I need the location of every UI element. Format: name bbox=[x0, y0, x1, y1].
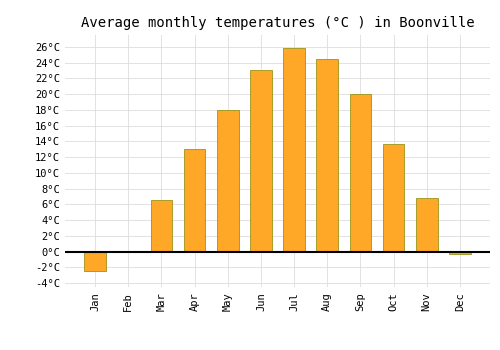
Bar bbox=[184, 149, 206, 252]
Bar bbox=[250, 70, 272, 252]
Bar bbox=[416, 198, 438, 252]
Bar bbox=[84, 252, 106, 271]
Bar bbox=[350, 94, 371, 252]
Bar bbox=[449, 252, 470, 254]
Bar bbox=[150, 200, 172, 252]
Bar bbox=[383, 144, 404, 252]
Bar bbox=[284, 48, 305, 252]
Bar bbox=[316, 58, 338, 252]
Bar bbox=[217, 110, 238, 252]
Title: Average monthly temperatures (°C ) in Boonville: Average monthly temperatures (°C ) in Bo… bbox=[80, 16, 474, 30]
